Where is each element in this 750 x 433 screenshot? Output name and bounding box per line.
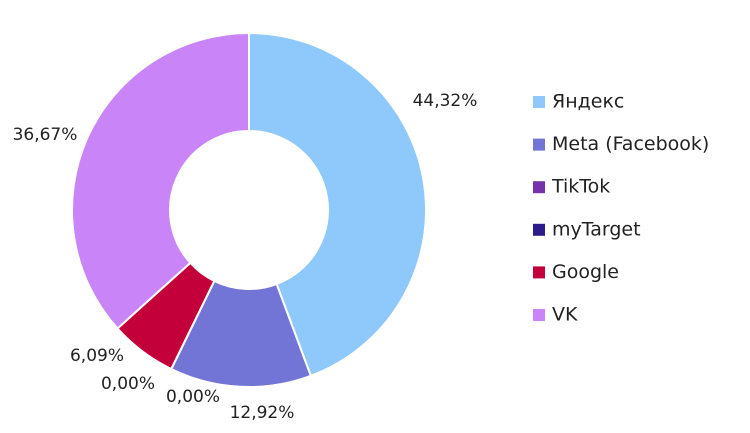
data-label: 12,92%: [230, 403, 295, 423]
legend-swatch: [533, 266, 545, 279]
legend-label: Meta (Facebook): [552, 133, 709, 155]
legend-label: VK: [552, 304, 578, 326]
donut: [71, 31, 427, 388]
data-label: 0,00%: [166, 387, 220, 407]
legend-label: Google: [552, 261, 619, 283]
legend: Яндекс Meta (Facebook) TikTok myTarget Googl…: [533, 91, 709, 326]
slice: [71, 31, 250, 330]
legend-label: myTarget: [552, 218, 641, 240]
data-label: 6,09%: [70, 346, 124, 366]
legend-swatch: [533, 138, 545, 151]
data-labels: 44,32% 12,92% 0,00% 0,00% 6,09% 36,67%: [13, 91, 478, 423]
data-label: 0,00%: [101, 374, 155, 394]
legend-swatch: [533, 223, 545, 236]
slice: [248, 31, 427, 378]
legend-swatch: [533, 96, 545, 108]
legend-swatch: [533, 181, 545, 194]
legend-label: TikTok: [551, 176, 610, 198]
legend-swatch: [533, 309, 545, 321]
data-label: 36,67%: [13, 125, 78, 145]
legend-label: Яндекс: [552, 91, 624, 113]
data-label: 44,32%: [413, 91, 478, 111]
